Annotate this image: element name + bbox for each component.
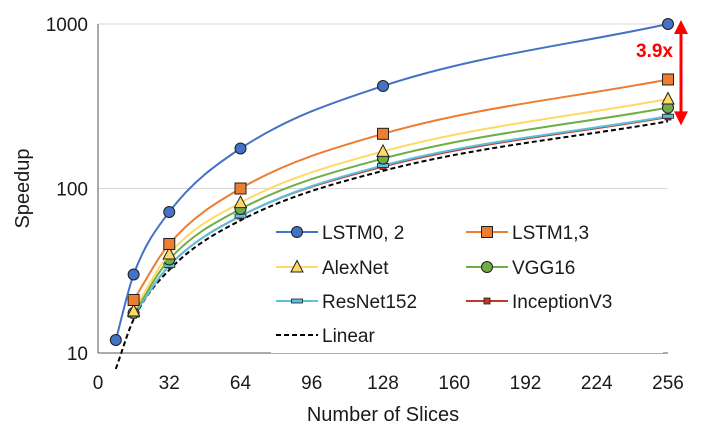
- series-1: [127, 73, 674, 306]
- legend-label-3: VGG16: [512, 258, 575, 279]
- annotation-label: 3.9x: [636, 41, 673, 62]
- series-0-point-4: [377, 79, 389, 92]
- series-0-point-5: [662, 18, 674, 30]
- series-2-point-3: [376, 143, 390, 157]
- series-4-point-4: [662, 113, 674, 119]
- x-tick-label-3: 96: [301, 373, 322, 394]
- x-tick-label-4: 128: [367, 373, 399, 394]
- x-tick-label-6: 192: [510, 373, 542, 394]
- legend-item-2: AlexNet: [276, 258, 389, 279]
- legend-label-6: Linear: [322, 326, 375, 347]
- legend-label-0: LSTM0, 2: [322, 223, 404, 244]
- legend-marker-2: [290, 259, 304, 273]
- series-4: [127, 113, 674, 318]
- y-axis-title: Speedup: [12, 148, 34, 228]
- series-2-point-0: [126, 303, 141, 317]
- legend-marker-5: [483, 297, 491, 305]
- legend-marker-4: [291, 298, 303, 304]
- x-tick-label-2: 64: [230, 373, 252, 394]
- annotation-arrow-head-top: [674, 20, 688, 34]
- x-tick-label-5: 160: [438, 373, 470, 394]
- legend-marker-0: [291, 226, 303, 238]
- series-0-point-1: [127, 268, 140, 281]
- legend-item-5: InceptionV3: [466, 292, 612, 313]
- legend-box: [271, 212, 663, 353]
- y-tick-label-1: 100: [56, 180, 88, 201]
- y-tick-label-2: 1000: [46, 15, 88, 36]
- legend-label-1: LSTM1,3: [512, 223, 589, 244]
- series-2: [126, 91, 675, 317]
- legend-item-6: Linear: [276, 326, 375, 347]
- legend-item-1: LSTM1,3: [466, 223, 589, 244]
- legend: LSTM0, 2 LSTM1,3 AlexNet VGG16 ResNet152 Ince…: [271, 212, 663, 353]
- x-tick-label-1: 32: [159, 373, 180, 394]
- annotation: 3.9x: [636, 20, 688, 126]
- tick-labels: 0 32 64 96 128 160 192 224 256 10 100 1000: [46, 15, 684, 394]
- series-0-point-0: [109, 333, 122, 346]
- series-1-point-2: [234, 182, 247, 195]
- series-0-point-3: [234, 142, 247, 155]
- series-1-point-4: [662, 73, 674, 86]
- annotation-arrow-head-bottom: [674, 111, 688, 126]
- series-0: [109, 18, 674, 346]
- series-1-point-3: [377, 127, 389, 140]
- y-tick-label-0: 10: [67, 344, 88, 365]
- x-axis-title: Number of Slices: [307, 404, 459, 426]
- x-tick-label-0: 0: [93, 373, 104, 394]
- legend-label-5: InceptionV3: [512, 292, 612, 313]
- series-2-point-1: [162, 246, 177, 260]
- x-tick-label-8: 256: [652, 373, 684, 394]
- series-2-point-4: [661, 91, 675, 105]
- legend-item-3: VGG16: [466, 258, 575, 279]
- legend-label-4: ResNet152: [322, 292, 417, 313]
- series-layer: [109, 18, 675, 370]
- series-1-point-0: [127, 293, 140, 306]
- legend-item-0: LSTM0, 2: [276, 223, 404, 244]
- legend-marker-1: [481, 226, 493, 238]
- legend-item-4: ResNet152: [276, 292, 417, 313]
- series-1-point-1: [163, 237, 176, 250]
- series-2-point-2: [233, 195, 248, 209]
- legend-label-2: AlexNet: [322, 258, 389, 279]
- series-0-point-2: [163, 205, 176, 218]
- x-tick-label-7: 224: [581, 373, 613, 394]
- legend-marker-3: [481, 261, 493, 273]
